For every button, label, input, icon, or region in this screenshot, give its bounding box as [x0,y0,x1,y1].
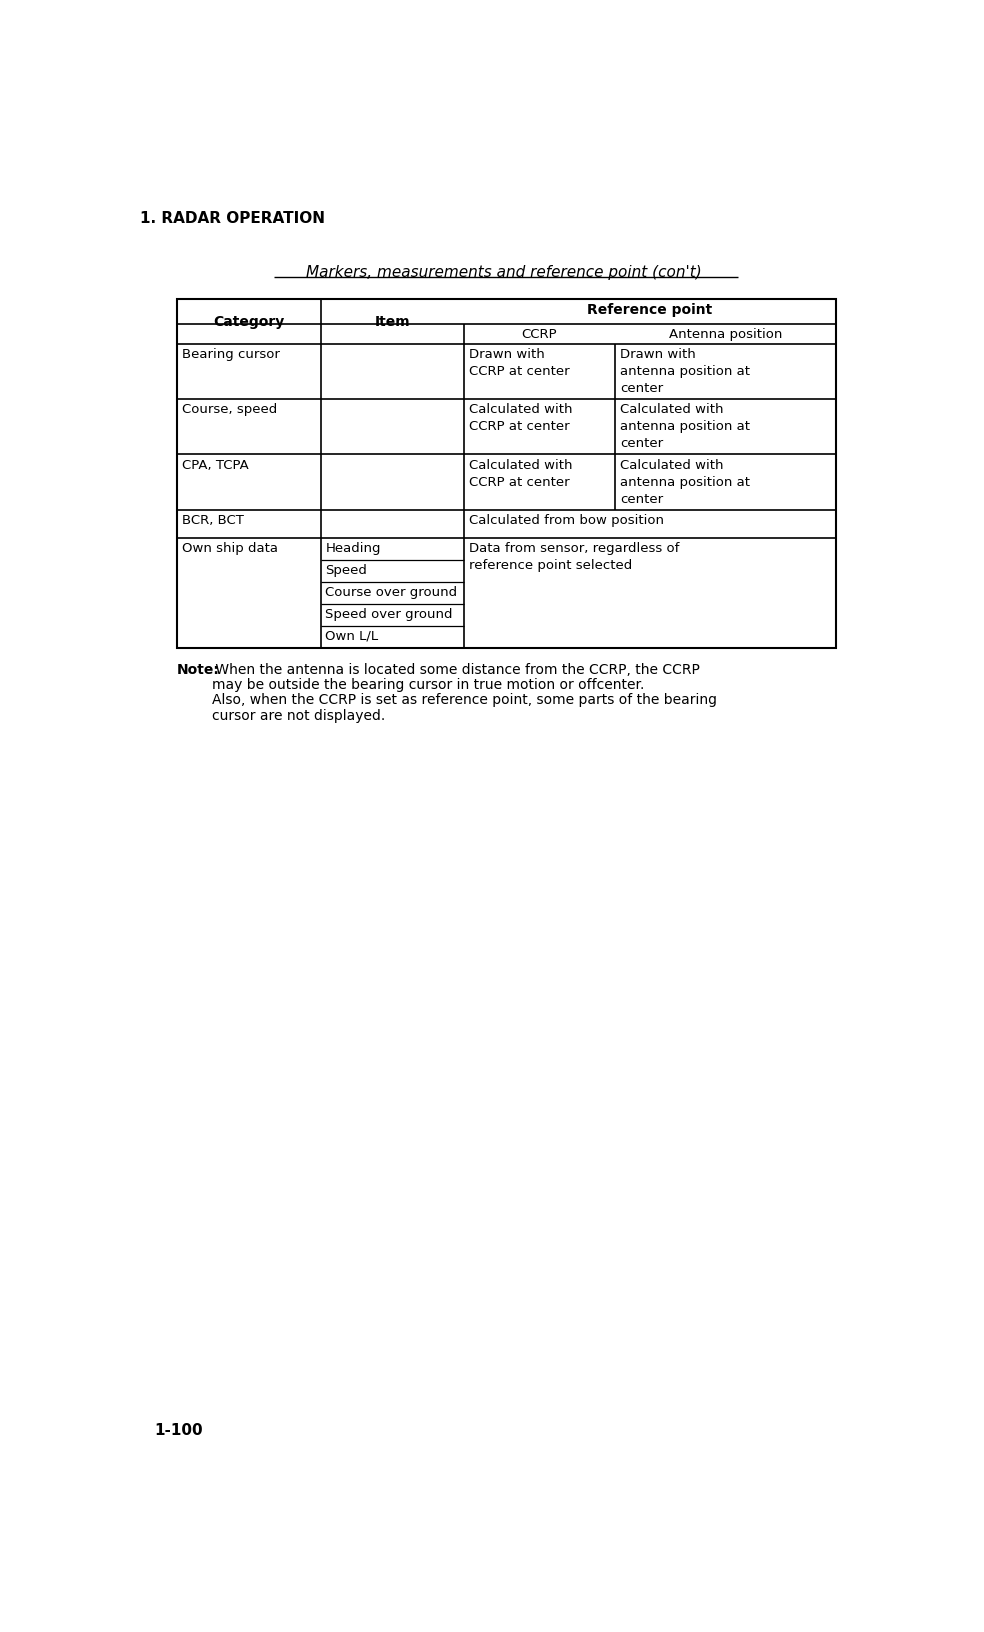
Text: 1-100: 1-100 [154,1421,203,1436]
Text: Drawn with
antenna position at
center: Drawn with antenna position at center [620,348,750,395]
Text: may be outside the bearing cursor in true motion or offcenter.: may be outside the bearing cursor in tru… [177,677,645,692]
Text: Heading: Heading [326,542,381,555]
Text: Reference point: Reference point [587,304,712,317]
Text: Calculated with
antenna position at
center: Calculated with antenna position at cent… [620,403,750,450]
Text: Calculated with
CCRP at center: Calculated with CCRP at center [468,403,572,432]
Text: BCR, BCT: BCR, BCT [182,514,244,527]
Text: Category: Category [214,315,284,330]
Text: Antenna position: Antenna position [669,328,782,341]
Text: Also, when the CCRP is set as reference point, some parts of the bearing: Also, when the CCRP is set as reference … [177,694,717,707]
Text: Calculated with
CCRP at center: Calculated with CCRP at center [468,459,572,488]
Text: Course over ground: Course over ground [326,586,458,599]
Text: CPA, TCPA: CPA, TCPA [182,459,249,472]
Text: Calculated from bow position: Calculated from bow position [468,514,663,527]
Text: Own L/L: Own L/L [326,630,379,643]
Text: CCRP: CCRP [522,328,557,341]
Text: Note:: Note: [177,663,220,676]
Text: Item: Item [375,315,410,330]
Text: Speed over ground: Speed over ground [326,607,453,620]
Text: Speed: Speed [326,563,367,576]
Text: Calculated with
antenna position at
center: Calculated with antenna position at cent… [620,459,750,506]
Text: Data from sensor, regardless of
reference point selected: Data from sensor, regardless of referenc… [468,542,679,571]
Text: 1. RADAR OPERATION: 1. RADAR OPERATION [140,211,325,227]
Text: cursor are not displayed.: cursor are not displayed. [177,708,386,723]
Text: Bearing cursor: Bearing cursor [182,348,279,361]
Text: Drawn with
CCRP at center: Drawn with CCRP at center [468,348,570,377]
Bar [177,300,836,648]
Text: Own ship data: Own ship data [182,542,277,555]
Text: Markers, measurements and reference point (con't): Markers, measurements and reference poin… [306,264,703,281]
Text: When the antenna is located some distance from the CCRP, the CCRP: When the antenna is located some distanc… [211,663,700,676]
Text: Course, speed: Course, speed [182,403,277,416]
